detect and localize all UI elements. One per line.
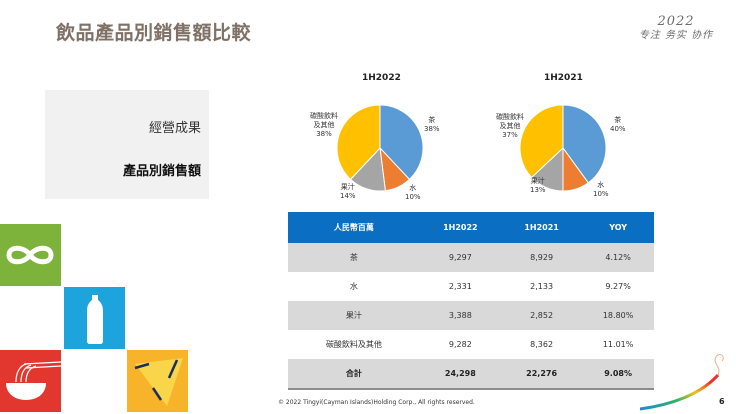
slogan-logo: 2022 专注 务实 协作 (628, 14, 724, 43)
table-row: 茶 9,297 8,929 4.12% (288, 243, 654, 272)
table-header-row: 人民幣百萬 1H2022 1H2021 YOY (288, 212, 654, 243)
infinity-icon (6, 245, 54, 265)
cell-yoy: 11.01% (582, 330, 654, 359)
cell-yoy: 9.27% (582, 272, 654, 301)
tile-red (0, 350, 61, 412)
pie-chart-1h2022 (336, 104, 424, 192)
cell-1h2021: 2,133 (500, 272, 583, 301)
bottle-icon (87, 295, 103, 344)
pie1-label-juice: 果汁 14% (340, 183, 356, 200)
cell-category: 碳酸飲料及其他 (288, 330, 420, 359)
pie-chart-1h2021 (519, 104, 607, 192)
pie2-label-juice: 果汁 13% (530, 177, 546, 194)
pie1-label-water: 水 10% (405, 184, 421, 201)
cell-1h2022: 9,282 (419, 330, 501, 359)
table-row: 水 2,331 2,133 9.27% (288, 272, 654, 301)
pie1-label-other: 碳酸飲料 及其他 38% (310, 112, 338, 138)
pie-slice-other (336, 104, 381, 181)
cell-yoy: 9.08% (582, 359, 654, 390)
chart-title-1h2022: 1H2022 (362, 73, 401, 83)
cell-category: 合計 (288, 359, 420, 390)
cell-1h2021: 22,276 (500, 359, 583, 390)
cell-1h2022: 9,297 (419, 243, 501, 272)
col-header-yoy: YOY (582, 212, 654, 243)
col-header-1h2021: 1H2021 (500, 212, 583, 243)
slogan-text: 专注 务实 协作 (638, 30, 714, 41)
pie2-label-water: 水 10% (593, 181, 609, 198)
pie1-label-tea: 茶 38% (424, 116, 440, 133)
cell-1h2022: 3,388 (419, 301, 501, 330)
cell-1h2021: 8,929 (500, 243, 583, 272)
chart-title-1h2021: 1H2021 (544, 73, 583, 83)
page-number: 6 (719, 397, 725, 406)
cell-category: 水 (288, 272, 420, 301)
table-total-row: 合計 24,298 22,276 9.08% (288, 359, 654, 390)
cell-1h2022: 2,331 (419, 272, 501, 301)
pie-slice-tea (379, 104, 424, 181)
pie-slice-tea (562, 104, 607, 184)
tile-green (0, 224, 61, 286)
page-title: 飲品產品別銷售額比較 (56, 22, 252, 44)
subsection-label: 產品別銷售額 (122, 164, 201, 179)
slogan-year: 2022 (657, 14, 695, 29)
col-header-1h2022: 1H2022 (419, 212, 501, 243)
pie-slice-other (519, 104, 564, 179)
pie2-label-tea: 茶 40% (610, 116, 626, 133)
copyright-footer: © 2022 Tingyi(Cayman Islands)Holding Cor… (278, 399, 475, 406)
tile-yellow (127, 350, 188, 412)
table-row: 碳酸飲料及其他 9,282 8,362 11.01% (288, 330, 654, 359)
section-box: 經營成果 產品別銷售額 (45, 90, 209, 199)
section-label: 經營成果 (148, 121, 201, 136)
cell-1h2022: 24,298 (419, 359, 501, 390)
noodle-bowl-icon (6, 361, 61, 400)
cell-category: 茶 (288, 243, 420, 272)
tile-blue (64, 287, 125, 349)
col-header-unit: 人民幣百萬 (288, 212, 420, 243)
cell-1h2021: 8,362 (500, 330, 583, 359)
triangle-snack-icon (134, 358, 183, 406)
cell-yoy: 4.12% (582, 243, 654, 272)
cell-category: 果汁 (288, 301, 420, 330)
pie2-label-other: 碳酸飲料 及其他 37% (496, 113, 524, 139)
swoosh-logo-icon (640, 354, 724, 411)
sales-table: 人民幣百萬 1H2022 1H2021 YOY 茶 9,297 8,929 4.… (288, 212, 654, 390)
cell-1h2021: 2,852 (500, 301, 583, 330)
table-row: 果汁 3,388 2,852 18.80% (288, 301, 654, 330)
cell-yoy: 18.80% (582, 301, 654, 330)
